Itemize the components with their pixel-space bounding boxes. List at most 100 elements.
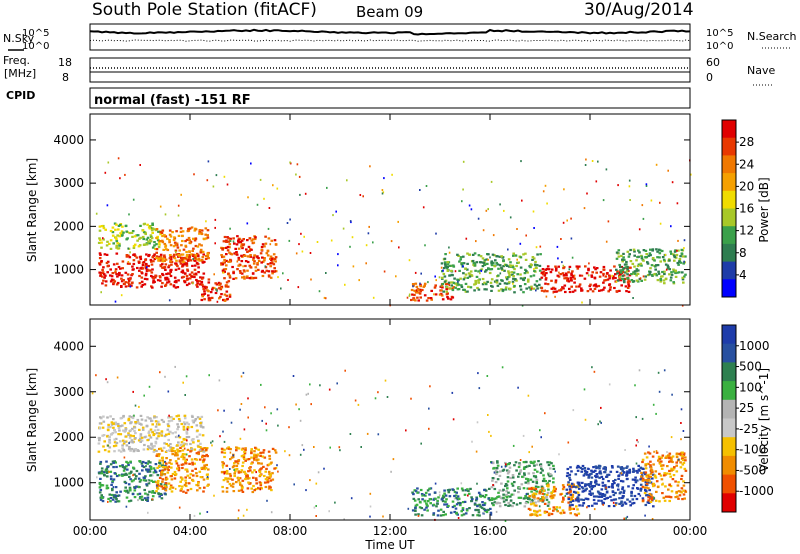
heatmap-cell bbox=[266, 481, 270, 484]
heatmap-cell bbox=[113, 450, 116, 453]
heatmap-cell bbox=[121, 260, 125, 263]
heatmap-cell bbox=[597, 499, 600, 502]
heatmap-cell bbox=[266, 499, 268, 502]
heatmap-cell bbox=[578, 285, 581, 288]
heatmap-cell bbox=[261, 455, 265, 458]
heatmap-cell bbox=[115, 238, 118, 241]
heatmap-cell bbox=[116, 376, 119, 379]
heatmap-cell bbox=[514, 254, 518, 257]
heatmap-cell bbox=[268, 475, 272, 478]
heatmap-cell bbox=[680, 487, 684, 490]
heatmap-cell bbox=[464, 282, 468, 285]
heatmap-cell bbox=[668, 273, 671, 276]
heatmap-cell bbox=[585, 487, 588, 490]
heatmap-cell bbox=[594, 268, 597, 271]
heatmap-cell bbox=[612, 493, 616, 497]
heatmap-cell bbox=[456, 288, 460, 291]
heatmap-cell bbox=[253, 469, 256, 472]
heatmap-cell bbox=[174, 279, 178, 282]
heatmap-cell bbox=[241, 276, 244, 279]
heatmap-cell bbox=[225, 259, 228, 262]
heatmap-cell bbox=[535, 511, 539, 514]
heatmap-cell bbox=[657, 248, 661, 251]
heatmap-cell bbox=[466, 252, 469, 255]
heatmap-cell bbox=[488, 487, 491, 490]
heatmap-cell bbox=[139, 422, 142, 425]
heatmap-cell bbox=[240, 272, 244, 275]
heatmap-cell bbox=[512, 275, 515, 278]
heatmap-cell bbox=[523, 466, 526, 469]
heatmap-cell bbox=[114, 269, 117, 272]
heatmap-cell bbox=[146, 425, 149, 428]
heatmap-cell bbox=[233, 462, 236, 465]
heatmap-cell bbox=[639, 262, 643, 265]
heatmap-cell bbox=[237, 459, 241, 462]
heatmap-cell bbox=[307, 392, 309, 395]
heatmap-cell bbox=[618, 289, 621, 292]
heatmap-cell bbox=[374, 397, 377, 400]
heatmap-cell bbox=[435, 232, 437, 235]
heatmap-cell bbox=[161, 480, 164, 483]
heatmap-cell bbox=[675, 455, 679, 459]
heatmap-cell bbox=[593, 266, 596, 269]
heatmap-cell bbox=[635, 269, 639, 272]
heatmap-cell bbox=[257, 462, 261, 465]
heatmap-cell bbox=[183, 263, 187, 266]
heatmap-cell bbox=[449, 511, 453, 514]
heatmap-cell bbox=[578, 274, 582, 277]
heatmap-cell bbox=[180, 445, 184, 448]
heatmap-cell bbox=[324, 297, 327, 300]
heatmap-cell bbox=[462, 188, 464, 191]
heatmap-cell bbox=[109, 415, 112, 418]
heatmap-cell bbox=[195, 458, 199, 461]
heatmap-cell bbox=[538, 269, 542, 272]
heatmap-cell bbox=[107, 444, 109, 447]
heatmap-cell bbox=[511, 505, 514, 508]
heatmap-cell bbox=[625, 260, 628, 264]
heatmap-cell bbox=[253, 254, 256, 257]
heatmap-cell bbox=[549, 271, 553, 274]
freq-label: Freq. bbox=[3, 54, 30, 67]
heatmap-cell bbox=[246, 508, 248, 511]
heatmap-cell bbox=[624, 271, 627, 274]
heatmap-cell bbox=[478, 514, 481, 517]
heatmap-cell bbox=[232, 482, 235, 485]
heatmap-cell bbox=[451, 274, 454, 277]
heatmap-cell bbox=[185, 277, 189, 280]
heatmap-cell bbox=[532, 257, 536, 260]
heatmap-cell bbox=[637, 464, 640, 467]
heatmap-cell bbox=[271, 270, 274, 273]
heatmap-cell bbox=[107, 497, 110, 500]
heatmap-cell bbox=[481, 283, 485, 286]
heatmap-cell bbox=[428, 407, 430, 410]
heatmap-cell bbox=[571, 503, 574, 507]
heatmap-cell bbox=[660, 249, 664, 253]
heatmap-cell bbox=[95, 212, 98, 215]
heatmap-cell bbox=[642, 467, 645, 470]
heatmap-cell bbox=[569, 276, 573, 279]
heatmap-cell bbox=[249, 255, 252, 258]
heatmap-cell bbox=[649, 254, 652, 257]
heatmap-cell bbox=[496, 460, 499, 463]
heatmap-cell bbox=[576, 508, 579, 511]
heatmap-cell bbox=[119, 433, 123, 436]
heatmap-cell bbox=[115, 441, 119, 445]
heatmap-cell bbox=[164, 263, 168, 266]
heatmap-cell bbox=[192, 258, 194, 260]
heatmap-cell bbox=[200, 298, 204, 302]
heatmap-cell bbox=[117, 449, 121, 452]
heatmap-cell bbox=[152, 450, 156, 453]
heatmap-cell bbox=[218, 284, 221, 287]
heatmap-cell bbox=[570, 237, 573, 240]
heatmap-cell bbox=[99, 273, 103, 276]
heatmap-cell bbox=[185, 255, 189, 258]
heatmap-cell bbox=[139, 433, 143, 436]
heatmap-cell bbox=[151, 246, 155, 249]
heatmap-cell bbox=[127, 254, 130, 257]
heatmap-cell bbox=[381, 189, 384, 191]
heatmap-cell bbox=[263, 259, 266, 262]
heatmap-cell bbox=[584, 483, 587, 486]
heatmap-cell bbox=[519, 502, 522, 505]
heatmap-cell bbox=[626, 268, 629, 271]
heatmap-cell bbox=[107, 500, 109, 503]
